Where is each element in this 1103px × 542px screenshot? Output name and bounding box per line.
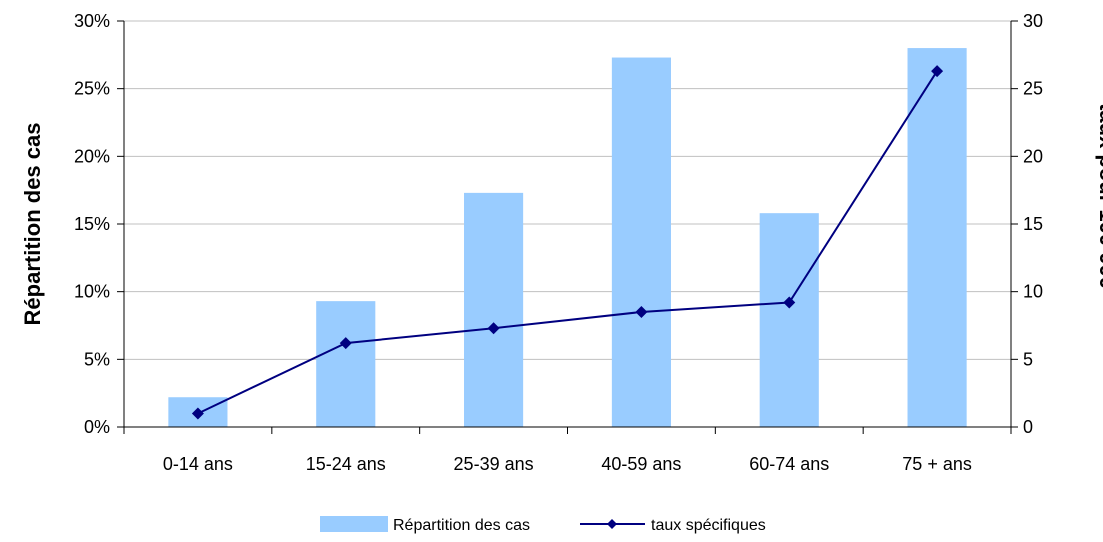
bar — [759, 213, 819, 427]
bar — [464, 192, 524, 427]
right-tick-label: 25 — [1023, 79, 1043, 99]
right-axis-title: taux pour 100 000 — [1095, 103, 1103, 289]
tick-labels: 0% 0 5% 5 10% 10 15% 15 20% 20 25% 25 30% 30 0-14 ans 1… — [74, 11, 1043, 474]
bar — [316, 301, 376, 427]
left-tick-label: 30% — [74, 11, 110, 31]
left-tick-label: 5% — [84, 349, 110, 369]
legend-line-marker — [607, 519, 617, 529]
left-tick-label: 20% — [74, 146, 110, 166]
bar — [611, 57, 671, 427]
category-label: 0-14 ans — [163, 454, 233, 474]
legend-line-label: taux spécifiques — [651, 517, 766, 534]
line-point — [783, 296, 796, 309]
left-tick-label: 25% — [74, 79, 110, 99]
legend: Répartition des cas taux spécifiques — [320, 516, 766, 534]
line-point — [931, 65, 944, 78]
right-tick-label: 0 — [1023, 417, 1033, 437]
category-label: 15-24 ans — [306, 454, 386, 474]
legend-bar-swatch — [320, 516, 388, 532]
right-tick-label: 15 — [1023, 214, 1043, 234]
ticks — [117, 20, 1018, 434]
left-tick-label: 10% — [74, 282, 110, 302]
category-label: 25-39 ans — [454, 454, 534, 474]
category-label: 40-59 ans — [601, 454, 681, 474]
line-point — [339, 337, 352, 350]
left-tick-label: 15% — [74, 214, 110, 234]
right-tick-label: 5 — [1023, 349, 1033, 369]
category-label: 60-74 ans — [749, 454, 829, 474]
category-label: 75 + ans — [902, 454, 972, 474]
legend-bar-label: Répartition des cas — [393, 517, 530, 534]
left-tick-label: 0% — [84, 417, 110, 437]
line-point — [635, 305, 648, 318]
line-point — [191, 407, 204, 420]
right-tick-label: 10 — [1023, 282, 1043, 302]
line-point — [487, 322, 500, 335]
right-tick-label: 20 — [1023, 146, 1043, 166]
right-tick-label: 30 — [1023, 11, 1043, 31]
bar — [907, 48, 967, 428]
line-series — [191, 65, 944, 420]
gridlines — [124, 20, 1011, 360]
bar-series — [168, 48, 967, 428]
left-axis-title: Répartition des cas — [20, 123, 45, 326]
series-line — [197, 70, 938, 415]
